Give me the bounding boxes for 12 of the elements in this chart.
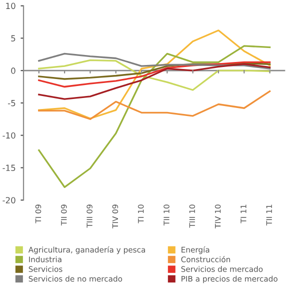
line-series [38,63,271,100]
y-tick-label: 0 [11,68,16,74]
y-tick-label: -20 [2,197,16,204]
line-series [38,90,271,120]
line-series [38,45,271,188]
y-tick-label: 10 [6,2,16,10]
y-tick-label: -15 [2,164,16,171]
y-tick-label: -5 [8,100,16,106]
line-series [38,30,271,120]
y-tick-label: 5 [11,35,16,42]
y-tick-label: -10 [2,132,16,139]
line-series [38,62,271,80]
